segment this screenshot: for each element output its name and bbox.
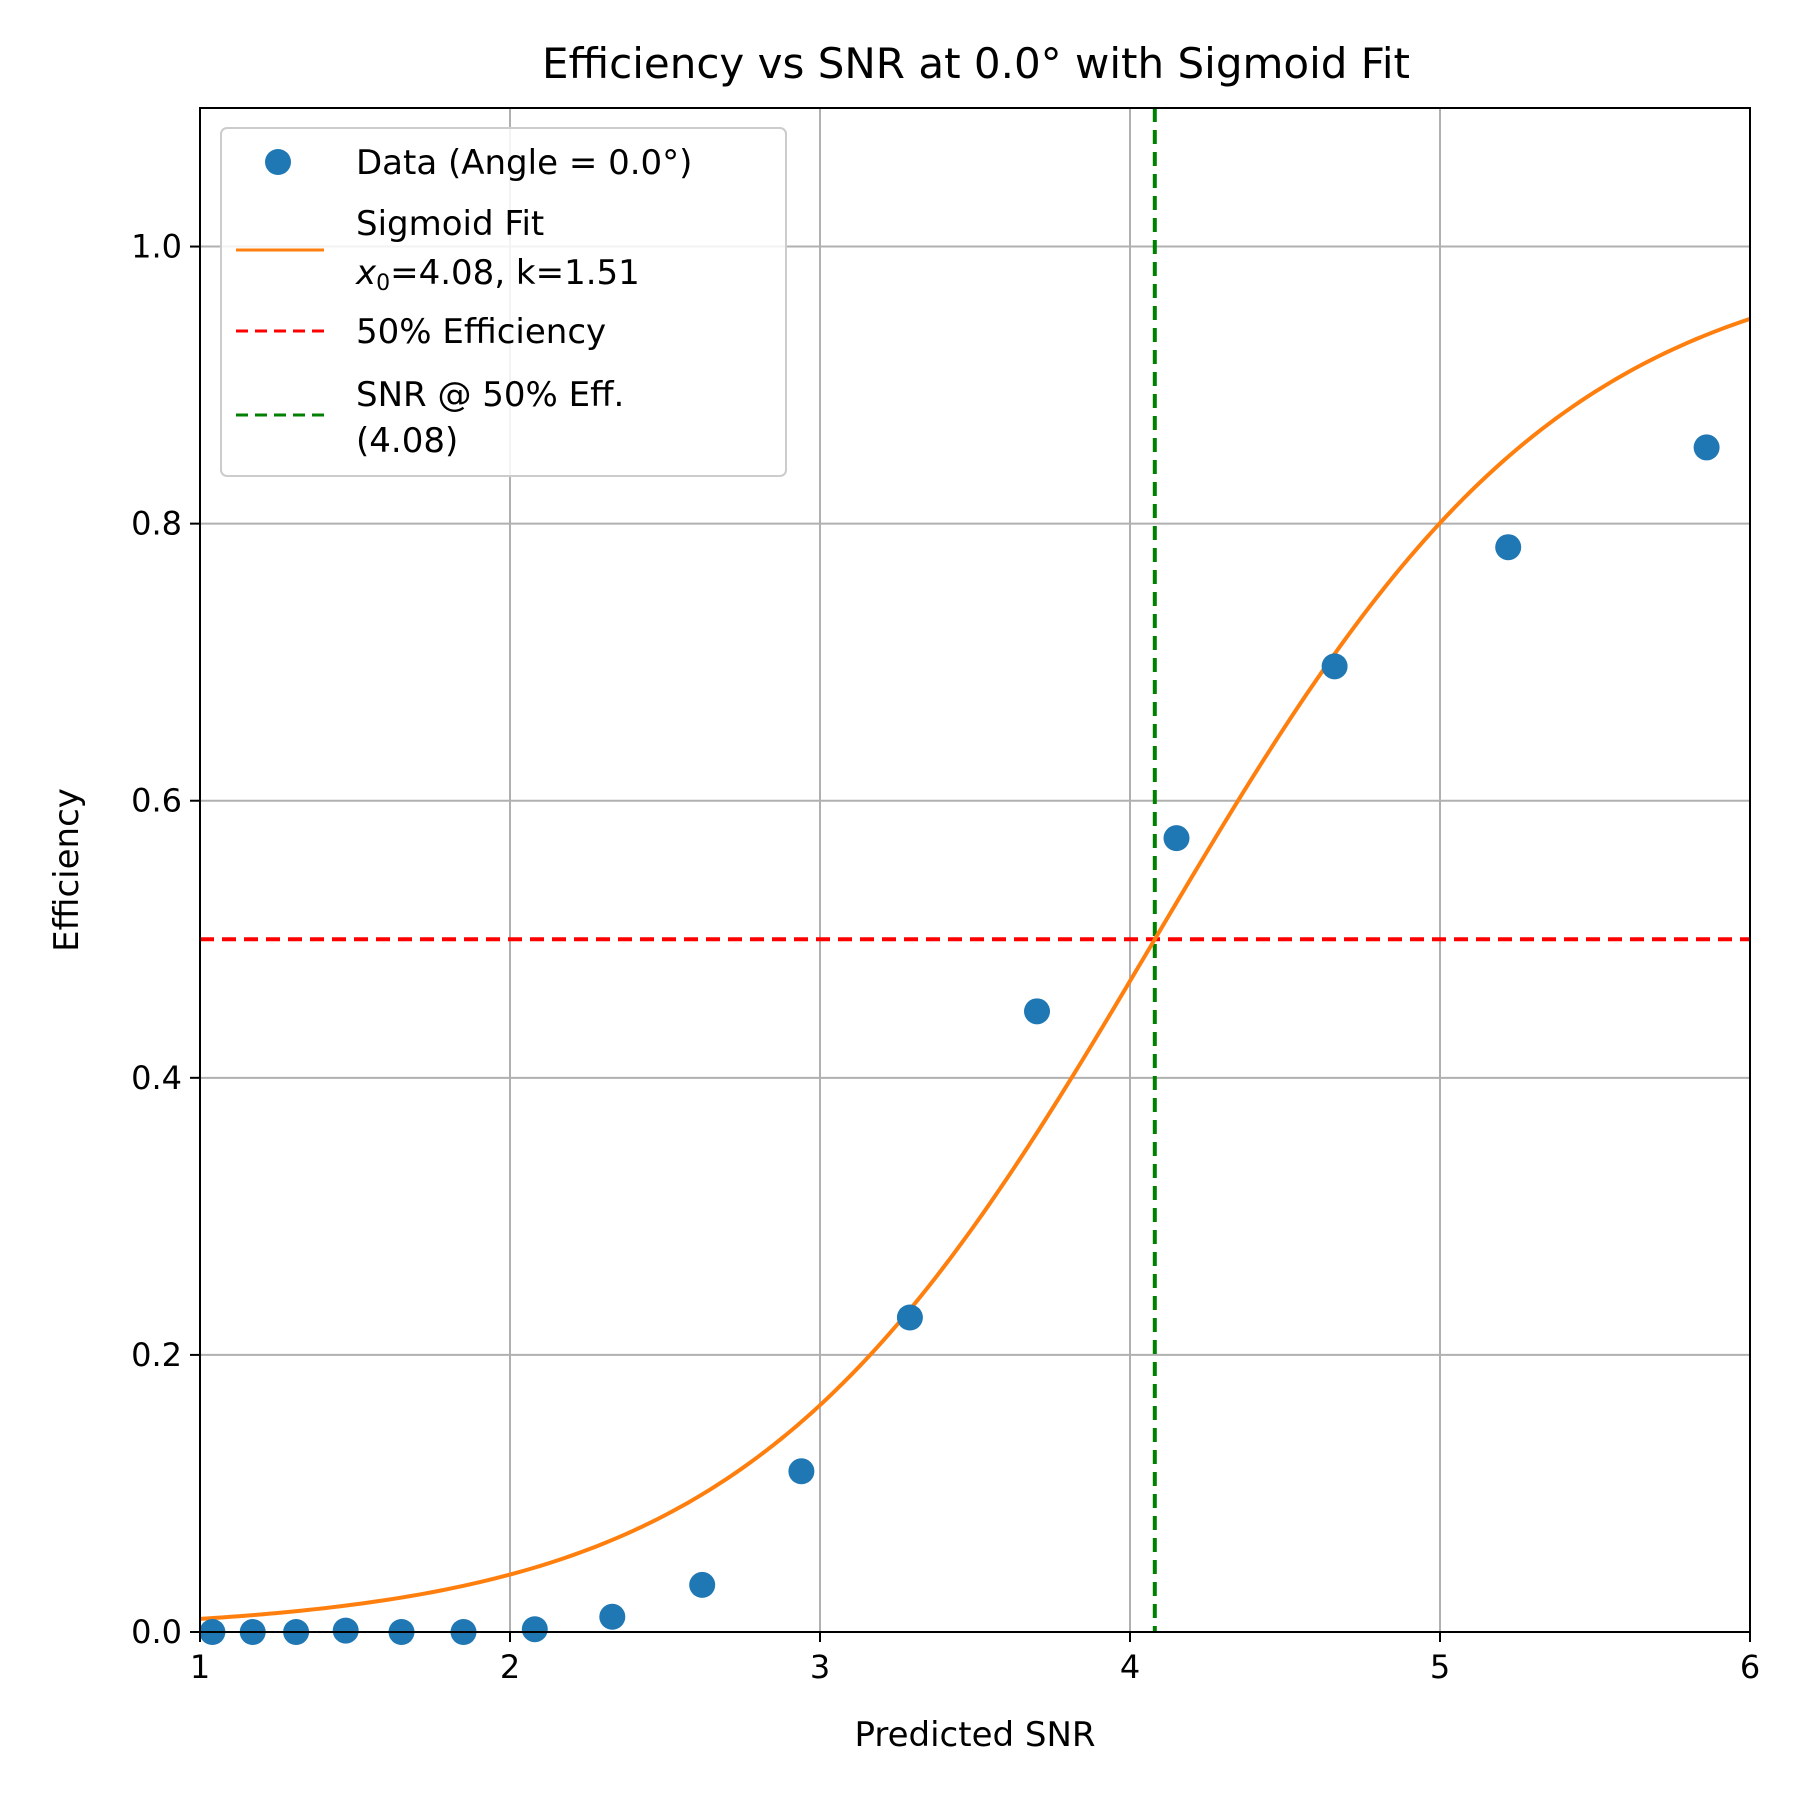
legend-marker-data — [265, 149, 291, 175]
legend-label-sigmoid-params: x0=4.08, k=1.51 — [355, 253, 640, 296]
sigmoid-fit-curve — [199, 316, 1751, 1621]
data-point — [332, 1617, 359, 1644]
y-axis: 0.0 0.2 0.4 0.6 0.8 1.0 — [131, 228, 200, 1651]
y-tick-label: 1.0 — [131, 228, 182, 266]
plot-frame — [199, 107, 1751, 1633]
data-point — [896, 1304, 923, 1331]
legend-label-data: Data (Angle = 0.0°) — [356, 143, 692, 183]
legend-x0-rest: =4.08, k=1.51 — [390, 253, 640, 293]
data-point — [788, 1458, 815, 1485]
x-axis: 1 2 3 4 5 6 — [190, 1632, 1760, 1686]
x-tick-label: 6 — [1740, 1648, 1760, 1686]
grid-lines — [199, 108, 1751, 1633]
data-point — [1495, 534, 1522, 561]
x-tick-label: 2 — [500, 1648, 520, 1686]
x-tick-label: 3 — [810, 1648, 830, 1686]
plot-area — [199, 108, 1751, 1645]
y-tick-label: 0.6 — [131, 782, 182, 820]
data-point — [689, 1571, 716, 1598]
x-tick-label: 5 — [1430, 1648, 1450, 1686]
data-point — [1321, 653, 1348, 680]
x-tick-label: 4 — [1120, 1648, 1140, 1686]
y-axis-label: Efficiency — [47, 788, 87, 952]
legend-x0-symbol: x — [355, 253, 377, 293]
legend-label-50pct: 50% Efficiency — [356, 312, 606, 352]
x-tick-label: 1 — [190, 1648, 210, 1686]
y-tick-label: 0.8 — [131, 505, 182, 543]
legend-label-snr50: SNR @ 50% Eff. — [356, 375, 624, 415]
data-point — [1024, 998, 1050, 1025]
data-point — [1163, 825, 1190, 852]
data-point — [521, 1616, 548, 1643]
y-tick-label: 0.4 — [131, 1059, 182, 1097]
y-tick-label: 0.2 — [131, 1336, 182, 1374]
legend-x0-subscript: 0 — [376, 271, 390, 296]
legend: Data (Angle = 0.0°) Sigmoid Fit x0=4.08,… — [220, 127, 787, 477]
x-axis-label: Predicted SNR — [854, 1715, 1095, 1755]
data-point — [599, 1603, 626, 1630]
legend-label-snr50-value: (4.08) — [356, 421, 458, 461]
y-tick-label: 0.0 — [131, 1613, 182, 1651]
legend-frame — [220, 127, 787, 477]
data-point — [1693, 434, 1720, 461]
legend-label-sigmoid: Sigmoid Fit — [356, 204, 544, 244]
chart-title: Efficiency vs SNR at 0.0° with Sigmoid F… — [542, 39, 1410, 88]
